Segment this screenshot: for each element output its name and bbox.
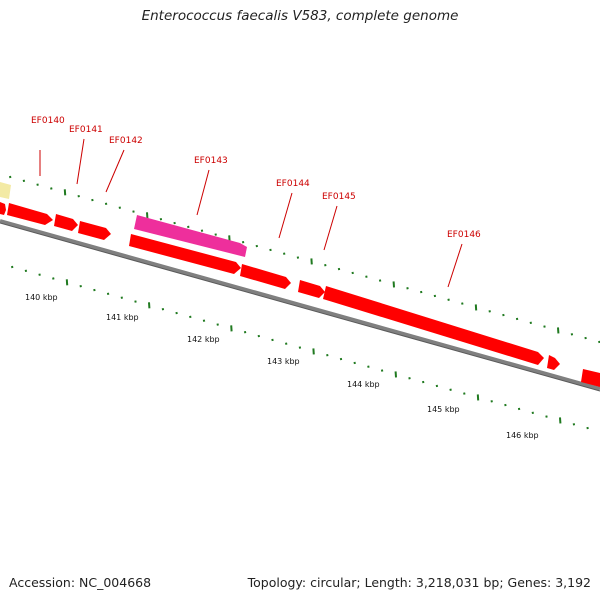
gene-label-ef0145[interactable]: EF0145 xyxy=(322,192,356,202)
gene-labels: EF0140 EF0141 EF0142 EF0143 EF0144 EF0145 EF01… xyxy=(31,116,481,288)
gene-label-leader xyxy=(76,138,85,185)
gene-track-lower xyxy=(129,234,600,387)
genome-summary-text: Topology: circular; Length: 3,218,031 bp… xyxy=(247,575,591,590)
gene-label-ef0141[interactable]: EF0141 xyxy=(69,125,103,135)
gene-arrow[interactable] xyxy=(7,203,53,225)
inner-tick-track xyxy=(11,265,589,430)
backbone xyxy=(0,219,600,392)
backbone-shade xyxy=(0,222,600,392)
gene-arrow[interactable] xyxy=(78,221,111,240)
gene-arrow[interactable] xyxy=(323,286,544,365)
gene-arrow[interactable] xyxy=(547,355,560,370)
scale-label: 140 kbp xyxy=(25,293,58,302)
gene-arrow-highlight[interactable] xyxy=(134,215,247,257)
gene-label-leader xyxy=(196,169,210,216)
gene-label-ef0140[interactable]: EF0140 xyxy=(31,116,65,126)
feature-block xyxy=(0,182,11,199)
scale-labels: 140 kbp 141 kbp 142 kbp 143 kbp 144 kbp 145 k… xyxy=(25,293,539,440)
scale-label: 142 kbp xyxy=(187,335,220,344)
map-title: Enterococcus faecalis V583, complete gen… xyxy=(141,8,459,24)
gene-arrow[interactable] xyxy=(581,369,600,387)
scale-label: 146 kbp xyxy=(506,431,539,440)
backbone-line xyxy=(0,219,600,391)
gene-arrow[interactable] xyxy=(54,214,78,231)
scale-label: 143 kbp xyxy=(267,357,300,366)
outer-tick-track xyxy=(9,175,600,344)
gene-label-ef0142[interactable]: EF0142 xyxy=(109,136,143,146)
scale-label: 145 kbp xyxy=(427,405,460,414)
gene-arrow[interactable] xyxy=(298,280,325,298)
accession-text: Accession: NC_004668 xyxy=(9,575,152,590)
gene-arrow[interactable] xyxy=(240,264,291,289)
scale-label: 144 kbp xyxy=(347,380,380,389)
gene-arrow[interactable] xyxy=(0,202,6,215)
gene-label-leader xyxy=(323,205,338,251)
gene-label-ef0143[interactable]: EF0143 xyxy=(194,156,228,166)
gene-label-ef0146[interactable]: EF0146 xyxy=(447,230,481,240)
gene-track-upper xyxy=(0,202,247,257)
gene-label-leader xyxy=(278,192,293,239)
gene-label-ef0144[interactable]: EF0144 xyxy=(276,179,310,189)
gene-label-leader xyxy=(447,243,463,288)
scale-label: 141 kbp xyxy=(106,313,139,322)
gene-arrow[interactable] xyxy=(129,234,241,274)
gene-label-leader xyxy=(105,149,125,193)
